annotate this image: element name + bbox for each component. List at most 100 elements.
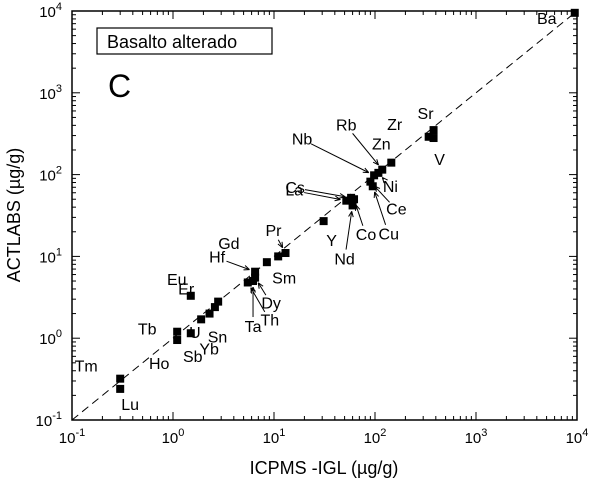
data-point-cu	[368, 182, 377, 191]
arrowhead-co	[354, 204, 361, 211]
data-point-sb	[186, 329, 195, 338]
data-point-la	[342, 196, 351, 205]
x-tick-label: 102	[364, 427, 387, 447]
x-tick-label: 103	[465, 427, 488, 447]
arrowhead-nd	[348, 211, 354, 218]
data-point-yb	[197, 315, 206, 324]
x-tick-label: 104	[566, 427, 589, 447]
data-point-ho	[173, 336, 182, 345]
data-label-ho: Ho	[149, 356, 170, 373]
data-label-sr: Sr	[418, 106, 435, 123]
data-point-eu	[186, 291, 195, 300]
data-label-sn: Sn	[208, 330, 228, 347]
arrow-nd	[345, 211, 353, 250]
data-label-yb: Yb	[199, 341, 219, 358]
data-label-ce: Ce	[386, 202, 407, 219]
data-label-ni: Ni	[383, 179, 398, 196]
arrowhead-ni	[381, 176, 388, 184]
data-point-pr	[281, 249, 290, 258]
data-point-zn	[387, 158, 396, 167]
data-label-y: Y	[326, 233, 337, 250]
data-label-u: U	[189, 325, 201, 342]
plot-frame	[71, 10, 578, 421]
y-tick-label: 10-1	[36, 410, 62, 430]
data-point-zr	[424, 132, 433, 141]
data-label-cs: Cs	[285, 180, 305, 197]
x-tick-label: 101	[263, 427, 286, 447]
data-point-hf	[251, 267, 260, 276]
y-tick-label: 102	[39, 165, 62, 185]
data-label-gd: Gd	[218, 236, 239, 253]
arrow-cu	[374, 191, 387, 225]
data-point-nd	[348, 201, 357, 210]
data-point-ba	[570, 8, 579, 17]
y-tick-label: 101	[39, 246, 62, 266]
x-axis-title: ICPMS -IGL (µg/g)	[250, 458, 399, 478]
data-label-er: Er	[178, 282, 195, 299]
x-axis-ticks: 10-1 100 101 102 103 104	[59, 11, 589, 447]
data-point-co	[350, 195, 359, 204]
arrow-cs	[304, 189, 346, 198]
data-label-th: Th	[260, 312, 279, 329]
data-label-nb: Nb	[292, 131, 313, 148]
y-axis-title: ACTLABS (µg/g)	[4, 148, 24, 282]
y-tick-label: 103	[39, 83, 62, 103]
arrow-la	[304, 192, 341, 201]
data-markers	[116, 8, 579, 393]
label-arrows	[226, 133, 390, 318]
arrowhead-pr	[277, 241, 284, 249]
arrowhead-ce	[373, 185, 381, 192]
data-label-nd: Nd	[334, 251, 354, 268]
arrowhead-la	[334, 195, 341, 202]
data-label-dy: Dy	[261, 296, 281, 313]
arrowhead-hf	[243, 265, 250, 271]
data-point-gd	[262, 258, 271, 267]
data-point-nb	[370, 171, 379, 180]
data-point-ce	[366, 177, 375, 186]
arrowhead-cu	[373, 191, 379, 198]
arrowhead-cs	[339, 193, 346, 199]
data-label-eu: Eu	[167, 272, 187, 289]
data-point-v	[429, 134, 438, 143]
data-point-u	[210, 303, 219, 312]
x-tick-label: 10-1	[59, 427, 85, 447]
data-label-tm: Tm	[75, 359, 98, 376]
data-point-y	[319, 217, 328, 226]
x-tick-label: 100	[162, 427, 185, 447]
data-point-ta	[249, 277, 258, 286]
arrow-dy	[257, 282, 267, 296]
data-label-pr: Pr	[266, 223, 283, 240]
data-point-ni	[374, 168, 383, 177]
arrowhead-dy	[257, 282, 264, 289]
arrow-hf	[226, 260, 250, 271]
data-point-er	[214, 297, 223, 306]
data-point-sr	[429, 126, 438, 135]
arrow-nb	[310, 143, 369, 174]
legend-box-text: Basalto alterado	[107, 32, 237, 52]
data-point-th	[243, 278, 252, 287]
data-label-lu: Lu	[121, 397, 139, 414]
data-label-zn: Zn	[372, 137, 391, 154]
arrow-rb	[352, 133, 379, 166]
arrowhead-rb	[372, 159, 379, 166]
data-label-co: Co	[356, 227, 377, 244]
arrow-th	[250, 287, 266, 313]
arrow-co	[355, 204, 364, 226]
data-label-sm: Sm	[272, 270, 296, 287]
arrow-ce	[374, 185, 390, 203]
data-label-sb: Sb	[183, 349, 203, 366]
arrowhead-nb	[362, 167, 370, 174]
panel-label: C	[108, 68, 131, 104]
data-label-cu: Cu	[379, 226, 399, 243]
data-point-sn	[205, 309, 214, 318]
data-label-la: La	[285, 183, 303, 200]
data-label-zr: Zr	[387, 117, 403, 134]
data-label-rb: Rb	[336, 118, 357, 135]
data-point-sm	[274, 252, 283, 261]
data-label-ta: Ta	[245, 319, 262, 336]
data-label-hf: Hf	[209, 250, 226, 267]
legend-box	[96, 27, 273, 55]
